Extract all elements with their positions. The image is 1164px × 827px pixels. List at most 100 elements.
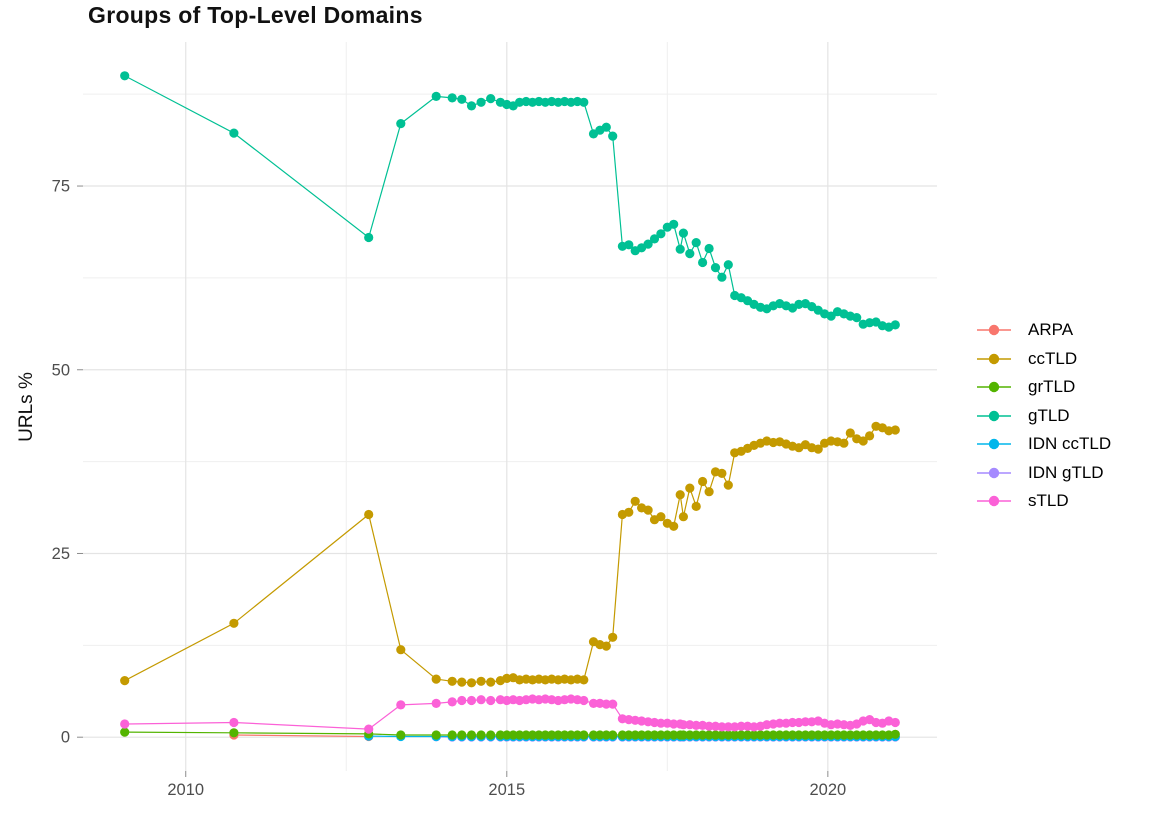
data-point-grTLD	[120, 727, 130, 737]
data-point-ccTLD	[229, 618, 239, 628]
series-line-ARPA	[233, 734, 369, 738]
data-point-grTLD	[534, 730, 544, 740]
data-point-gTLD	[852, 313, 862, 323]
data-point-grTLD	[617, 730, 628, 740]
legend-item-sTLD: sTLD	[975, 491, 1111, 510]
legend-item-IDN-gTLD: IDN gTLD	[975, 463, 1111, 482]
legend-key-icon	[977, 438, 1011, 450]
data-point-gTLD	[601, 122, 611, 132]
data-point-sTLD	[486, 695, 496, 706]
data-point-grTLD	[229, 728, 239, 738]
y-tick-label: 0	[61, 729, 70, 747]
data-point-grTLD	[755, 730, 766, 740]
data-point-gTLD	[120, 71, 130, 81]
legend-key-icon	[977, 324, 1011, 336]
data-point-grTLD	[865, 730, 875, 740]
data-point-grTLD	[579, 730, 589, 740]
data-point-ccTLD	[669, 521, 679, 531]
data-point-grTLD	[698, 730, 708, 740]
data-point-ccTLD	[845, 428, 855, 438]
data-point-sTLD	[656, 718, 666, 728]
data-point-grTLD	[527, 730, 538, 740]
data-point-gTLD	[704, 243, 714, 254]
data-point-grTLD	[560, 730, 570, 740]
data-point-grTLD	[794, 730, 804, 740]
data-point-grTLD	[431, 730, 441, 740]
data-point-ccTLD	[486, 677, 496, 687]
data-point-grTLD	[515, 730, 525, 740]
data-point-gTLD	[579, 97, 589, 107]
data-point-sTLD	[704, 721, 714, 731]
data-point-grTLD	[608, 730, 618, 740]
data-point-grTLD	[476, 730, 486, 740]
data-point-ccTLD	[723, 480, 733, 490]
data-point-ccTLD	[704, 487, 714, 497]
x-tick-label: 2015	[488, 781, 525, 799]
data-point-grTLD	[820, 730, 830, 740]
series-line-gTLD	[124, 75, 896, 328]
data-point-gTLD	[691, 238, 701, 248]
data-point-grTLD	[762, 730, 772, 740]
data-point-grTLD	[521, 730, 531, 740]
legend-item-IDN-ccTLD: IDN ccTLD	[975, 434, 1112, 453]
data-point-ccTLD	[466, 678, 477, 688]
data-point-ccTLD	[431, 674, 441, 684]
data-point-sTLD	[890, 717, 900, 728]
data-point-gTLD	[447, 93, 457, 103]
data-point-grTLD	[800, 730, 811, 740]
data-point-sTLD	[800, 717, 811, 727]
data-point-ccTLD	[717, 468, 727, 478]
data-point-sTLD	[723, 722, 733, 732]
data-point-grTLD	[691, 730, 701, 740]
legend-item-ARPA: ARPA	[975, 320, 1111, 339]
data-point-sTLD	[364, 724, 374, 734]
data-point-grTLD	[704, 730, 714, 740]
data-point-grTLD	[553, 730, 563, 740]
legend-key-icon	[977, 495, 1011, 507]
data-point-ccTLD	[396, 645, 406, 655]
data-point-ccTLD	[643, 505, 653, 515]
legend-label: IDN ccTLD	[1028, 434, 1112, 453]
data-point-grTLD	[447, 730, 457, 740]
data-point-sTLD	[691, 720, 701, 731]
data-point-grTLD	[588, 730, 599, 740]
data-point-gTLD	[643, 239, 653, 249]
data-point-grTLD	[781, 730, 791, 740]
data-point-gTLD	[229, 128, 239, 138]
data-point-ccTLD	[678, 512, 689, 522]
data-point-grTLD	[845, 730, 855, 740]
data-point-gTLD	[396, 119, 406, 129]
x-tick-label: 2020	[809, 781, 846, 799]
data-point-grTLD	[871, 730, 881, 740]
data-point-ccTLD	[457, 677, 467, 687]
data-point-grTLD	[486, 730, 496, 740]
data-point-gTLD	[476, 97, 486, 107]
data-point-grTLD	[495, 730, 505, 740]
data-point-gTLD	[678, 228, 689, 238]
data-point-grTLD	[643, 730, 653, 740]
data-point-ccTLD	[839, 438, 849, 448]
data-point-gTLD	[486, 94, 496, 104]
data-point-ccTLD	[364, 509, 374, 520]
data-point-ccTLD	[447, 676, 457, 686]
data-point-grTLD	[540, 730, 550, 740]
data-point-grTLD	[624, 730, 634, 740]
data-point-grTLD	[736, 730, 746, 740]
data-point-sTLD	[476, 695, 486, 705]
legend-key-icon	[977, 467, 1011, 478]
data-point-gTLD	[624, 240, 634, 250]
data-point-ccTLD	[691, 501, 701, 511]
data-point-grTLD	[877, 730, 888, 740]
data-point-ccTLD	[120, 676, 130, 686]
data-point-gTLD	[669, 219, 679, 229]
data-point-sTLD	[787, 717, 798, 728]
data-point-ccTLD	[608, 632, 618, 642]
data-point-gTLD	[675, 244, 685, 254]
data-point-grTLD	[637, 730, 647, 740]
legend-item-ccTLD: ccTLD	[975, 348, 1111, 368]
data-point-ccTLD	[698, 476, 708, 487]
legend-label: ccTLD	[1028, 348, 1078, 368]
data-point-ccTLD	[601, 641, 611, 651]
data-point-grTLD	[826, 730, 836, 740]
